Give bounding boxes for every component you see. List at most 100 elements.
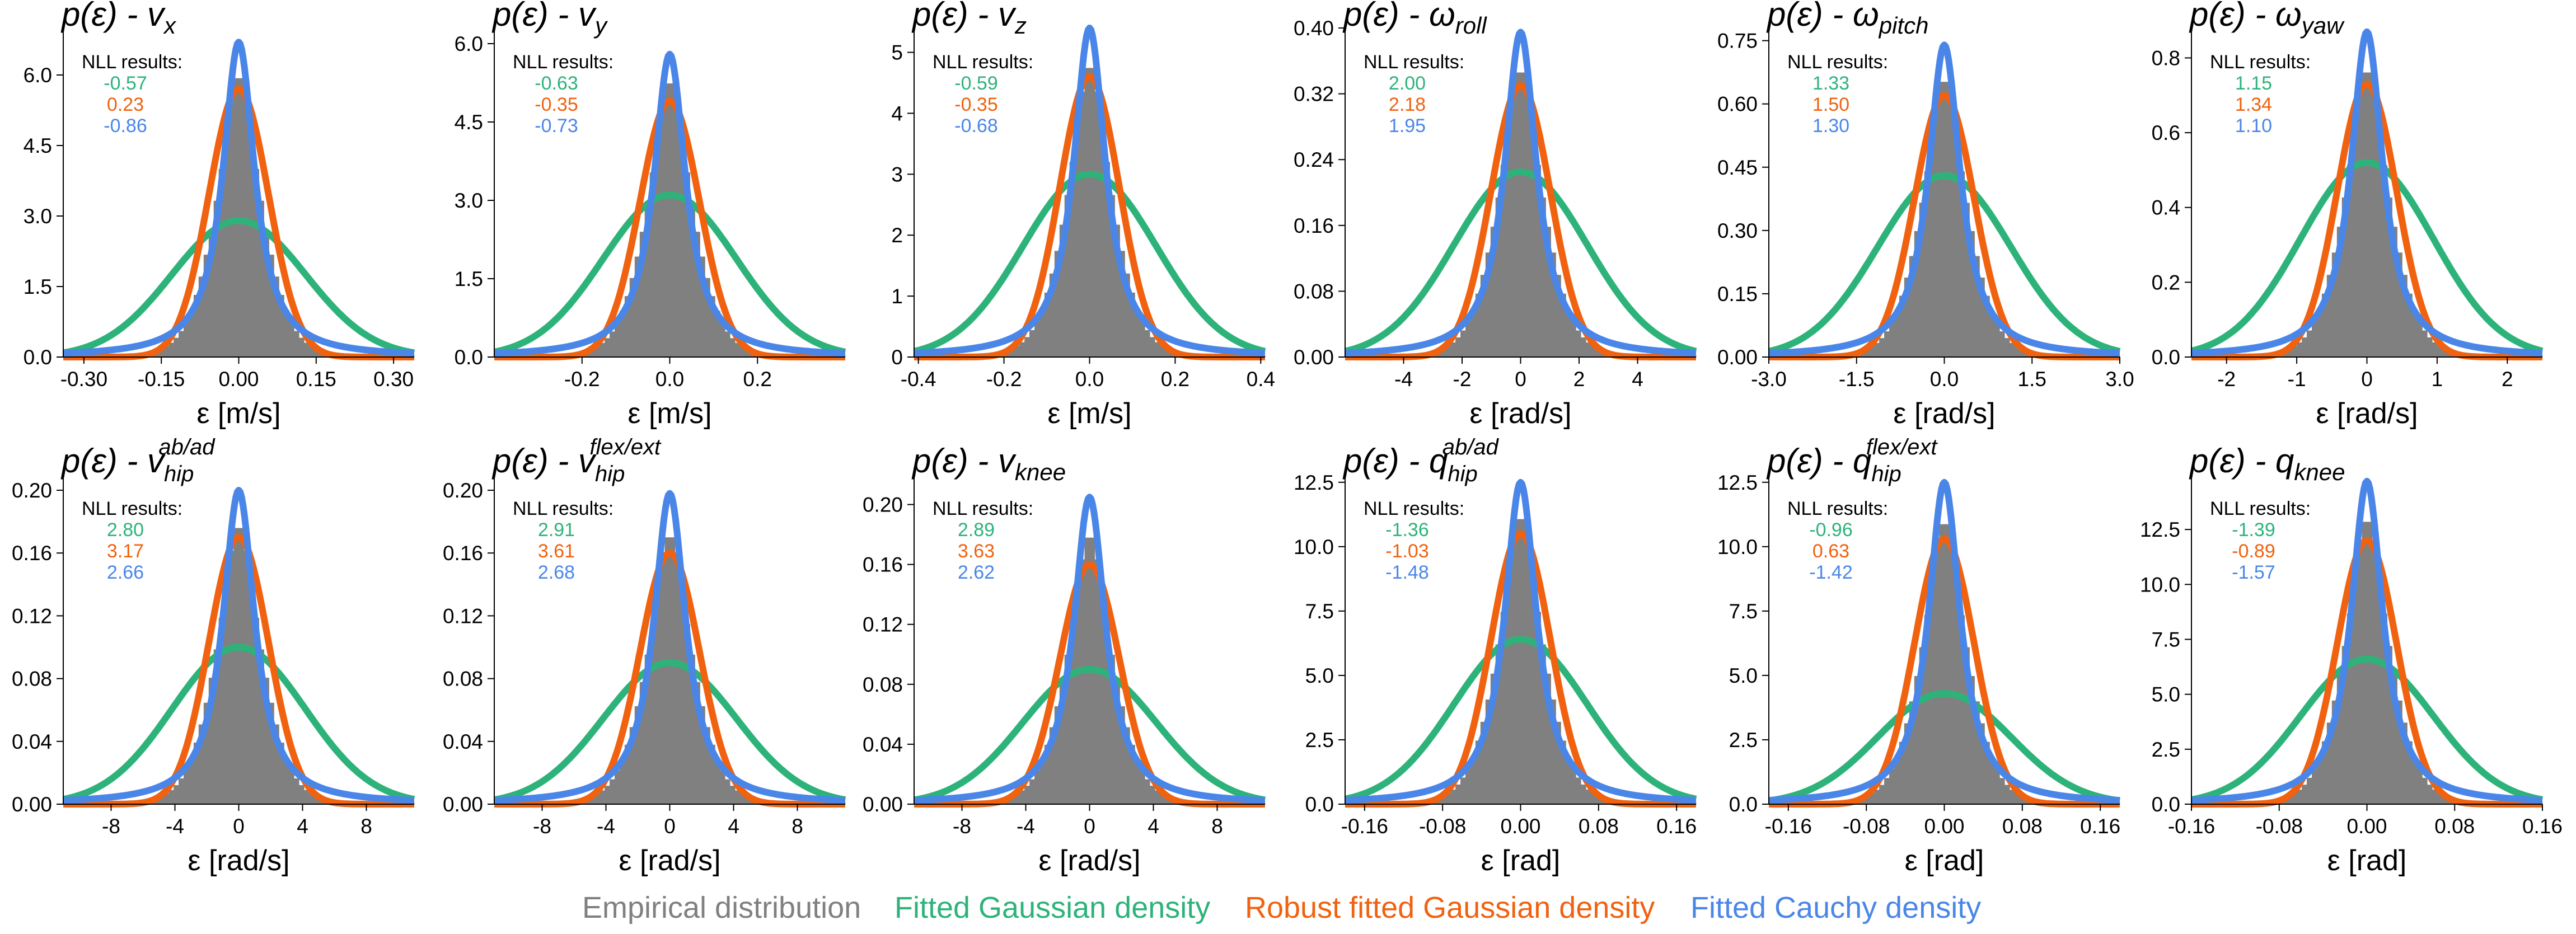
histogram-bar: [303, 790, 310, 804]
histogram-bar: [1154, 342, 1160, 357]
histogram-bar: [594, 346, 600, 357]
title-main: p(ε) - v: [911, 442, 1017, 480]
x-tick-label: -4: [1017, 815, 1035, 838]
histogram-bar: [649, 172, 655, 357]
nll-value-gaussian: 1.33: [1812, 73, 1849, 94]
title-main: p(ε) - q: [1342, 442, 1448, 480]
title-subscript: pitch: [1878, 12, 1929, 39]
histogram-bar: [1049, 273, 1055, 357]
nll-header: NLL results:: [933, 498, 1033, 519]
histogram-bar: [1159, 345, 1165, 357]
panel-title: p(ε) - qhip ab/ad: [1342, 435, 1500, 486]
histogram-bar: [2412, 309, 2418, 357]
x-tick-label: 1.5: [2018, 368, 2046, 391]
histogram-bar: [685, 172, 690, 357]
histogram-bar: [1069, 162, 1075, 357]
histogram-bar: [213, 200, 219, 357]
histogram-bar: [284, 757, 289, 804]
histogram-bar: [2442, 348, 2448, 357]
histogram-bar: [1490, 673, 1496, 804]
nll-value-robust: -1.03: [1385, 541, 1429, 562]
y-tick-label: 2.5: [1729, 729, 1758, 752]
x-tick-label: -1.5: [1839, 368, 1875, 391]
histogram-bar: [675, 559, 681, 804]
histogram-bar: [1074, 591, 1080, 804]
histogram-bar: [308, 346, 315, 357]
histogram-bar: [303, 342, 310, 357]
histogram-bar: [1984, 295, 1990, 357]
y-tick-label: 7.5: [1729, 600, 1758, 623]
histogram-bar: [2316, 309, 2322, 357]
histogram-bar: [615, 322, 620, 357]
x-tick-label: 0.08: [1579, 815, 1619, 838]
histogram-bar: [1059, 682, 1065, 804]
histogram-bar: [294, 331, 299, 357]
histogram-bar: [634, 256, 640, 357]
histogram-bar: [188, 309, 194, 357]
y-tick-label: 3: [891, 163, 903, 186]
histogram-bar: [1889, 768, 1895, 804]
histogram-bar: [203, 255, 209, 357]
histogram-bar: [654, 591, 661, 804]
histogram-bar: [2432, 342, 2438, 357]
title-main: p(ε) - ω: [1342, 0, 1455, 33]
histogram-bar: [233, 528, 240, 804]
histogram-bar: [1979, 278, 1985, 357]
histogram-bar: [734, 790, 741, 804]
nll-value-gaussian: -0.59: [954, 73, 998, 94]
y-tick-label: 5: [891, 41, 903, 64]
y-tick-label: 6.0: [24, 64, 52, 87]
y-tick-label: 0.00: [863, 793, 903, 816]
panel-9: 0.00 0.04 0.08 0.12 0.16 0.20 -8 -4 0 4 8 ε [rad/s]…: [863, 442, 1267, 877]
histogram-bar: [659, 559, 666, 804]
x-tick-label: 2: [1573, 368, 1585, 391]
histogram-bar: [2336, 675, 2343, 804]
histogram-bar: [249, 584, 254, 804]
histogram-bar: [2417, 321, 2423, 357]
nll-value-robust: 1.50: [1812, 94, 1849, 115]
histogram-bar: [1954, 137, 1960, 357]
cauchy-curve: [492, 50, 847, 357]
x-tick-label: 2: [2502, 368, 2513, 391]
y-tick-label: 6.0: [455, 32, 483, 55]
histogram-bar: [2331, 252, 2338, 357]
histogram-bar: [259, 649, 264, 804]
histogram-bar: [2357, 95, 2363, 357]
cauchy-curve: [1343, 29, 1698, 357]
histogram-bar: [198, 724, 204, 804]
histogram-bar: [1024, 337, 1030, 357]
histogram-bar: [223, 134, 230, 358]
histogram-bar: [2287, 348, 2292, 357]
histogram-bar: [1909, 701, 1915, 804]
panels-group: 0.01.53.04.56.0-0.30 -0.15 0.00 0.15 0.30ε […: [12, 0, 2563, 877]
histogram-bar: [2367, 522, 2373, 804]
x-tick-label: -0.16: [2168, 815, 2215, 838]
histogram-bar: [649, 624, 655, 804]
histogram-bar: [1879, 785, 1885, 804]
histogram-bar: [1130, 744, 1135, 804]
histogram-bar: [1114, 224, 1120, 357]
histogram-bar: [1869, 346, 1875, 357]
x-tick-label: 0.30: [373, 368, 414, 391]
nll-value-robust: 3.17: [107, 541, 144, 562]
y-tick-label: 10.0: [2140, 573, 2180, 596]
histogram-bar: [1939, 524, 1945, 804]
histogram-bar: [2297, 790, 2302, 804]
y-tick-label: 4.5: [455, 111, 483, 134]
histogram-bar: [1545, 673, 1551, 804]
histogram-bar: [1969, 231, 1975, 357]
histogram-bar: [725, 779, 730, 804]
histogram-bar: [259, 200, 264, 357]
nll-value-cauchy: 2.66: [107, 562, 144, 583]
x-tick-label: -8: [953, 815, 971, 838]
nll-header: NLL results:: [82, 51, 182, 73]
histogram-bar: [1556, 275, 1561, 357]
histogram-bar: [664, 83, 671, 357]
gaussian-curve: [492, 191, 847, 355]
histogram-bar: [158, 349, 164, 357]
nll-header: NLL results:: [1364, 51, 1464, 73]
x-tick-label: -1: [2288, 368, 2306, 391]
x-axis-label: ε [m/s]: [627, 397, 711, 430]
y-tick-label: 0.04: [12, 730, 52, 753]
histogram-bar: [639, 682, 645, 804]
